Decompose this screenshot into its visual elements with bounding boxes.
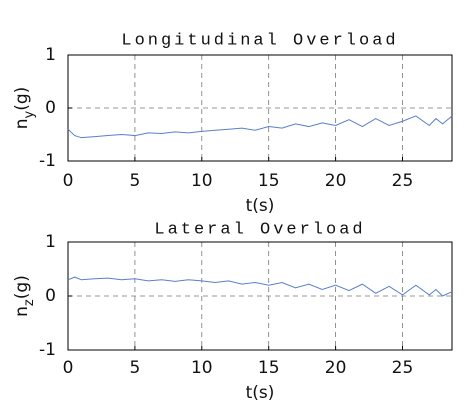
y-axis-label: nz(g): [12, 275, 37, 317]
chart-title: Longitudinal Overload: [121, 31, 398, 50]
axes-frame: [67, 54, 453, 162]
x-tick-label: 25: [392, 358, 414, 378]
y-axis-label-part: (g): [12, 275, 32, 299]
y-axis-label-part: n: [12, 306, 32, 317]
x-tick-label: 10: [191, 171, 213, 191]
y-tick-label: 1: [45, 45, 56, 65]
x-tick-label: 0: [63, 171, 74, 191]
y-tick-label: -1: [39, 340, 56, 360]
x-tick-label: 10: [191, 358, 213, 378]
y-axis-label-part: (g): [12, 87, 32, 111]
y-tick-label: 0: [45, 98, 56, 118]
y-axis-label-part: n: [12, 118, 32, 129]
data-line: [67, 276, 453, 297]
y-axis-label-part: z: [22, 299, 37, 306]
data-line: [67, 115, 453, 139]
y-tick-label: 0: [45, 286, 56, 306]
x-tick-label: 20: [325, 171, 347, 191]
x-tick-label: 5: [129, 171, 140, 191]
x-tick-label: 25: [392, 171, 414, 191]
x-tick-label: 15: [258, 358, 280, 378]
y-tick-label: 1: [45, 232, 56, 252]
y-tick-label: -1: [39, 151, 56, 171]
axes-frame: [67, 241, 453, 351]
x-tick-label: 15: [258, 171, 280, 191]
x-tick-label: 20: [325, 358, 347, 378]
x-axis-label: t(s): [246, 196, 275, 216]
x-axis-label: t(s): [246, 383, 275, 403]
chart-title: Lateral Overload: [154, 220, 365, 239]
y-axis-label-part: y: [22, 110, 37, 118]
x-tick-label: 5: [129, 358, 140, 378]
y-axis-label: ny(g): [12, 87, 37, 130]
x-tick-label: 0: [63, 358, 74, 378]
